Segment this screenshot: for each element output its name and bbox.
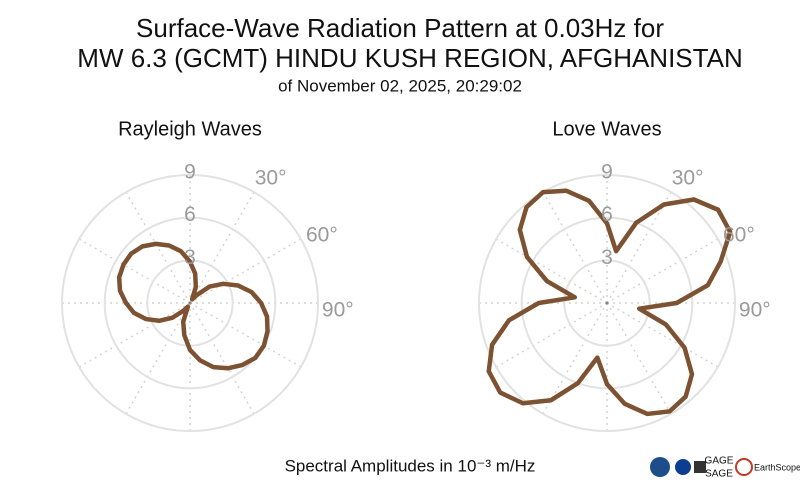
subtitle: of November 02, 2025, 20:29:02 — [278, 76, 522, 95]
logo-icon — [675, 459, 691, 475]
theta-tick-label: 30° — [255, 166, 287, 189]
r-tick-label: 9 — [184, 161, 196, 184]
logo-icon — [650, 457, 670, 477]
logo-icon — [694, 461, 706, 473]
ring-grid-line — [103, 216, 277, 390]
spoke-grid-line — [189, 238, 302, 304]
theta-tick-label: 60° — [306, 223, 338, 246]
r-tick-label: 6 — [184, 203, 196, 226]
r-tick-label: 3 — [601, 246, 613, 269]
r-tick-label: 9 — [601, 161, 613, 184]
ring-grid-line — [520, 216, 694, 390]
spoke-grid-line — [125, 191, 191, 304]
title-line: Surface-Wave Radiation Pattern at 0.03Hz… — [136, 13, 664, 43]
logos: GAGE SAGE EarthScope — [650, 456, 800, 480]
logo-text: SAGE — [705, 469, 733, 480]
ring-grid-line — [478, 174, 736, 432]
spoke-grid-line — [606, 302, 719, 368]
spoke-grid-line — [606, 238, 719, 304]
r-tick-label: 6 — [601, 203, 613, 226]
center-dot — [188, 301, 192, 305]
subplot-title: Rayleigh Waves — [118, 118, 262, 140]
spoke-grid-line — [189, 302, 302, 368]
caption: Spectral Amplitudes in 10⁻³ m/Hz — [285, 456, 536, 475]
logo-icon — [735, 458, 753, 476]
polar-plot: Love Waves 3 6 9 30° 60° 90° — [478, 118, 771, 432]
pattern-line — [486, 188, 733, 417]
r-tick-label: 3 — [184, 246, 196, 269]
spoke-grid-line — [495, 238, 608, 304]
logo-text: GAGE — [705, 456, 734, 467]
ring-grid-line — [563, 259, 651, 347]
logo-text: EarthScope — [754, 462, 800, 472]
subplot-title: Love Waves — [552, 118, 661, 140]
center-dot — [605, 301, 609, 305]
theta-tick-label: 30° — [672, 166, 704, 189]
theta-tick-label: 90° — [322, 298, 354, 321]
pattern-line — [116, 241, 270, 371]
theta-tick-label: 90° — [739, 298, 771, 321]
polar-plot: Rayleigh Waves 3 6 9 30° 60° 90° — [61, 118, 354, 432]
theta-tick-label: 60° — [723, 223, 755, 246]
title-line: MW 6.3 (GCMT) HINDU KUSH REGION, AFGHANI… — [77, 43, 742, 73]
ring-grid-line — [61, 174, 319, 432]
spoke-grid-line — [495, 302, 608, 368]
